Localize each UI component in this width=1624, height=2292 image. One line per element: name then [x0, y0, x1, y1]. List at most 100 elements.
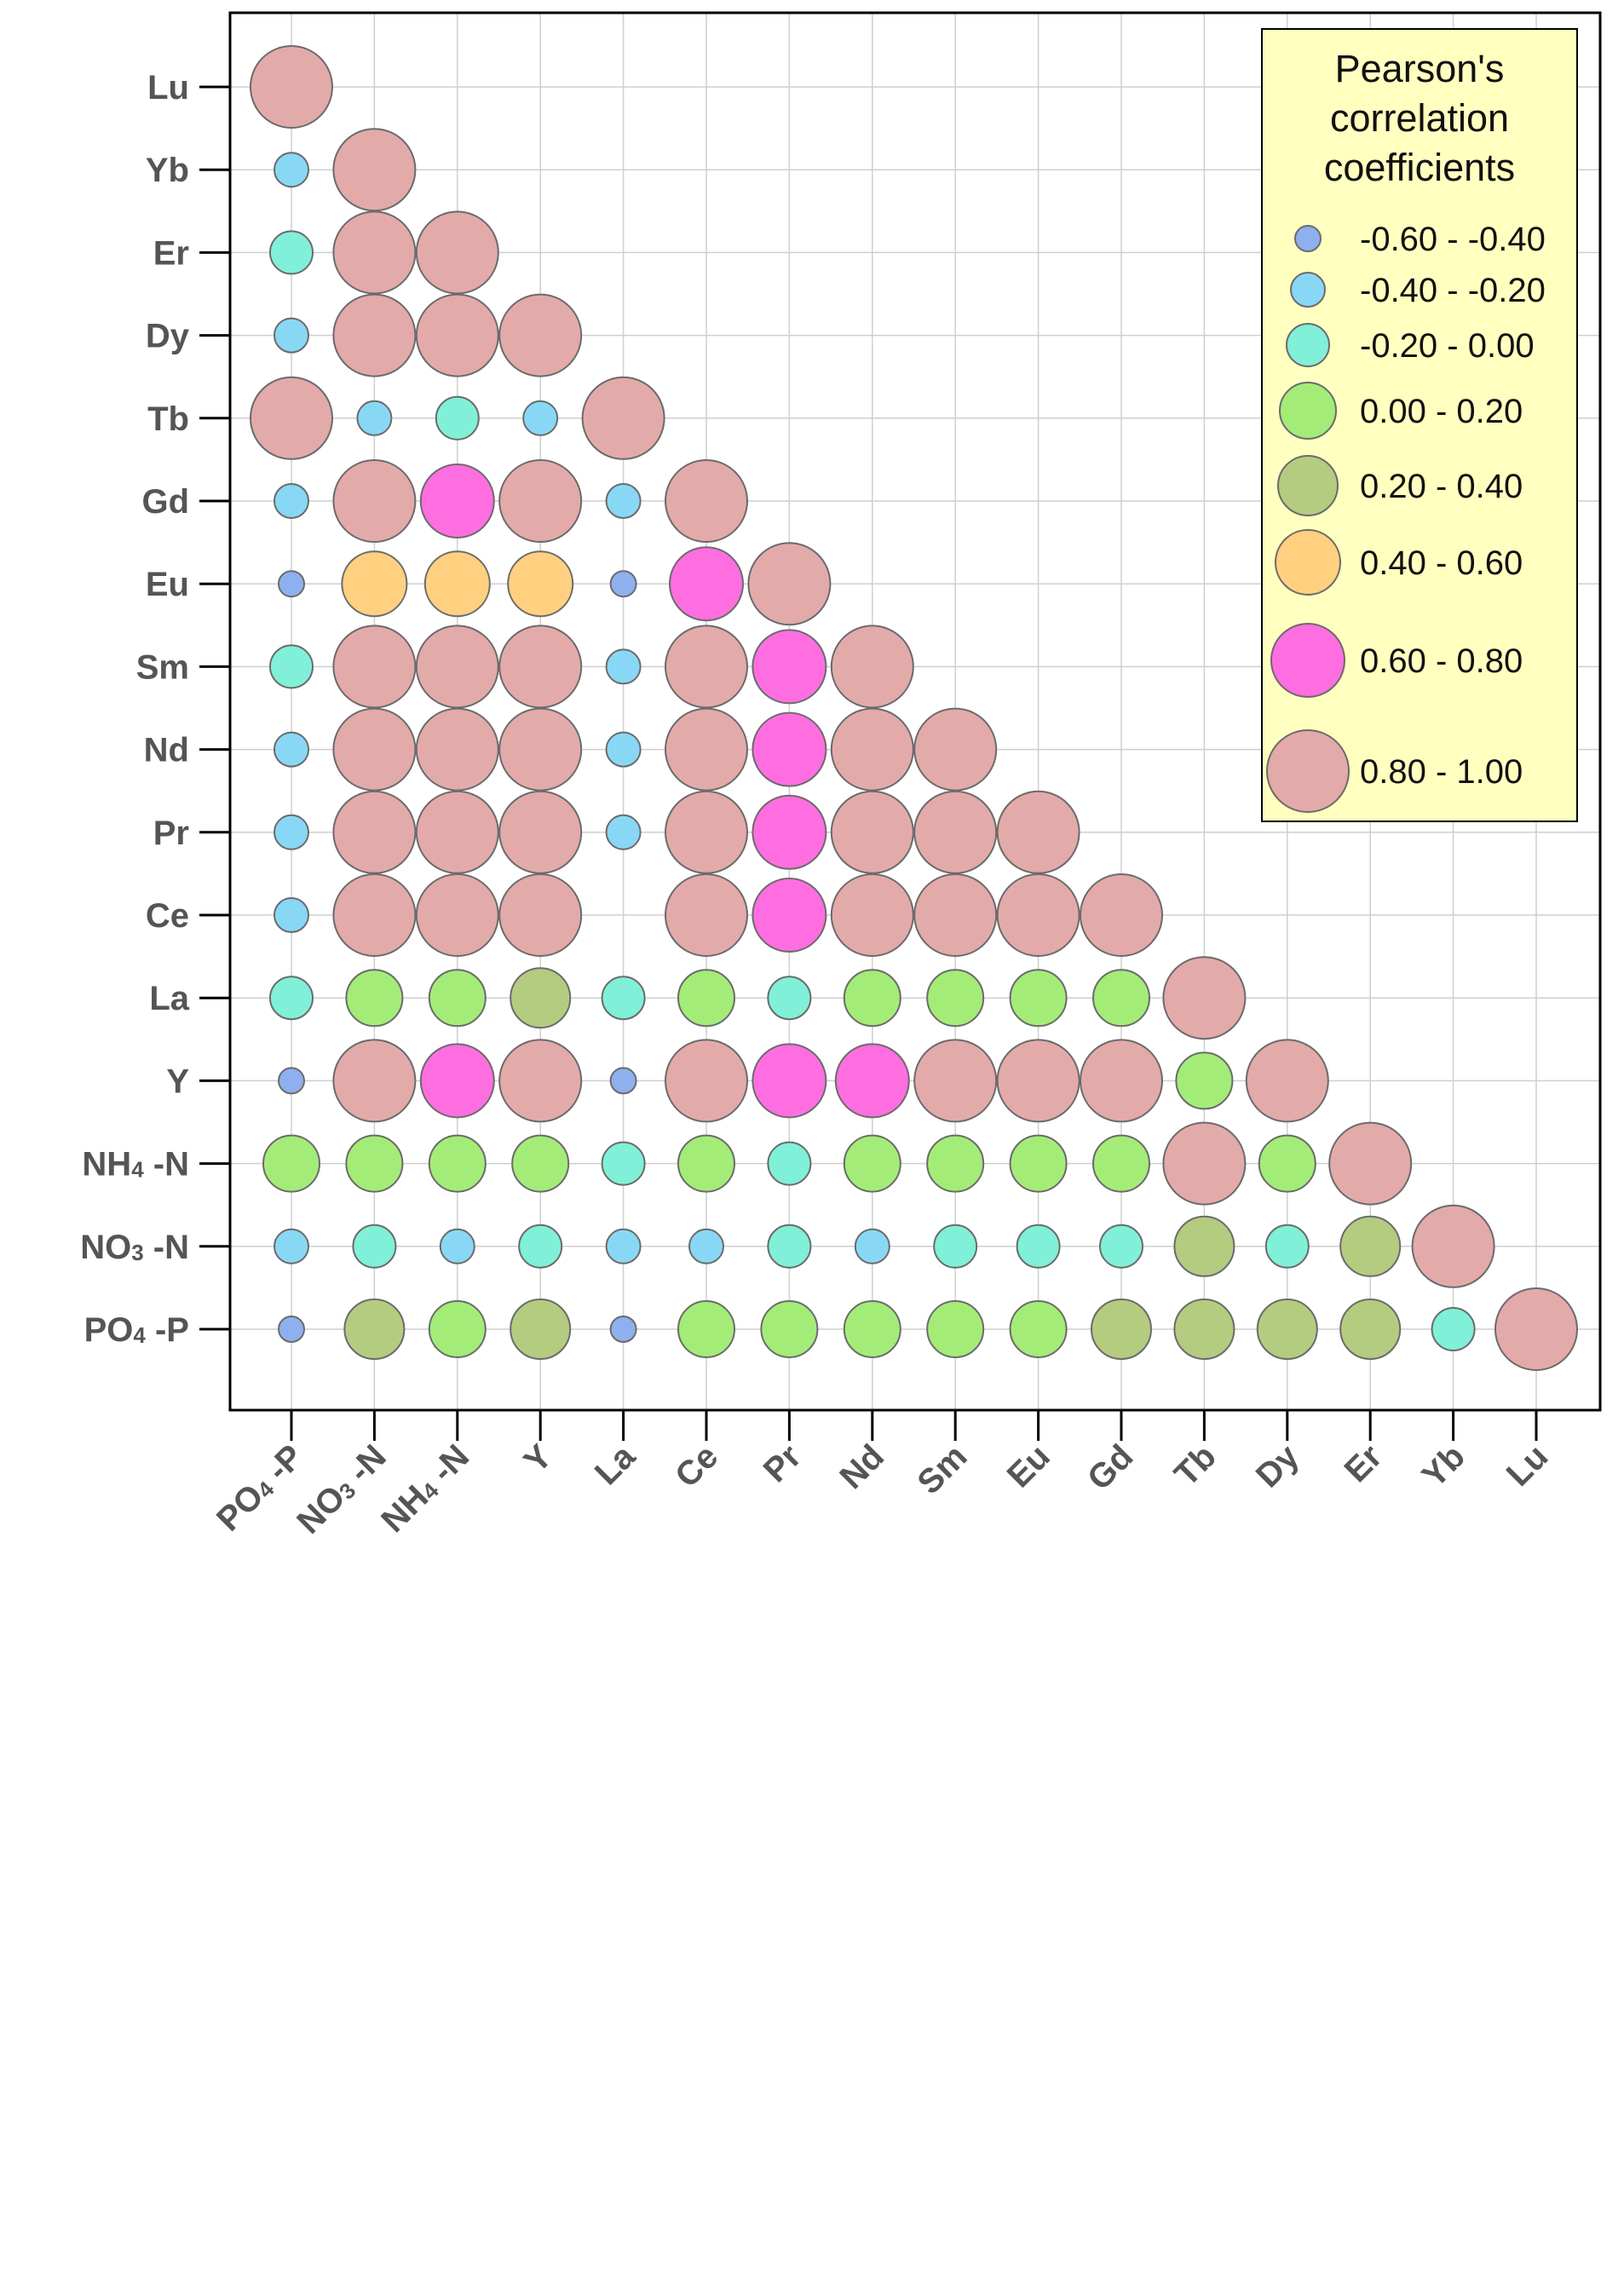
x-label-yb: Yb [1415, 1437, 1472, 1494]
legend-label-7: 0.80 - 1.00 [1360, 753, 1523, 791]
bubble-gd-nh4-n [419, 464, 495, 538]
bubble-po4-p-ce [677, 1300, 735, 1358]
bubble-la-eu [1009, 969, 1068, 1028]
legend-label-0: -0.60 - -0.40 [1360, 221, 1546, 258]
bubble-pr-nh4-n [415, 790, 499, 874]
bubble-eu-pr [747, 542, 832, 626]
bubbles [250, 45, 1578, 1371]
bubble-dy-nh4-n [415, 293, 499, 377]
bubble-ce-po4-p [274, 897, 309, 933]
x-label-po4-p: PO4 -P [210, 1437, 310, 1538]
bubble-po4-p-nh4-n [428, 1300, 487, 1358]
bubble-nh4-n-ce [677, 1134, 735, 1193]
bubble-nh4-n-la [601, 1141, 646, 1186]
bubble-tb-po4-p [250, 376, 333, 460]
bubble-po4-p-po4-p [278, 1316, 305, 1343]
bubble-no3-n-er [1339, 1215, 1402, 1277]
bubble-la-y [510, 967, 572, 1029]
bubble-gd-no3-n [332, 459, 417, 543]
bubble-y-no3-n [332, 1039, 417, 1123]
bubble-la-no3-n [345, 969, 404, 1028]
bubble-po4-p-no3-n [343, 1299, 406, 1360]
bubble-sm-nd [830, 625, 914, 709]
x-label-pr: Pr [757, 1437, 809, 1489]
y-label-eu: Eu [146, 566, 189, 603]
bubble-y-eu [996, 1039, 1080, 1123]
x-label-sm: Sm [910, 1437, 974, 1501]
bubble-y-la [609, 1067, 637, 1095]
y-axis-labels: Lu Yb Er Dy Tb Gd Eu Sm Nd Pr Ce La Y NH4 -N NO3 -N PO4… [80, 69, 190, 1349]
bubble-pr-no3-n [332, 790, 417, 874]
bubble-nh4-n-pr [767, 1141, 812, 1186]
bubble-no3-n-eu [1016, 1224, 1061, 1269]
bubble-po4-p-eu [1009, 1300, 1068, 1358]
bubble-eu-no3-n [341, 550, 408, 618]
x-label-no3-n: NO3 -N [290, 1437, 393, 1540]
bubble-tb-no3-n [356, 400, 393, 436]
y-label-tb: Tb [147, 400, 189, 438]
x-label-tb: Tb [1167, 1437, 1224, 1494]
bubble-nh4-n-sm [926, 1134, 985, 1193]
bubble-sm-y [498, 625, 583, 709]
y-label-po4-p: PO4 -P [84, 1311, 189, 1349]
plot-frame [228, 11, 1602, 1412]
axis-ticks [199, 85, 1538, 1441]
bubble-y-tb [1175, 1051, 1234, 1110]
bubble-sm-no3-n [332, 625, 417, 709]
bubble-no3-n-gd [1099, 1224, 1143, 1269]
bubble-la-po4-p [269, 976, 314, 1021]
legend-swatch-6 [1270, 623, 1345, 698]
legend-swatch-7 [1266, 729, 1350, 813]
legend-items: -0.60 - -0.40 -0.40 - -0.20 -0.20 - 0.00 0.… [1266, 221, 1546, 813]
bubble-nh4-n-nd [843, 1134, 901, 1193]
bubble-nh4-n-er [1328, 1121, 1413, 1206]
x-label-ce: Ce [668, 1437, 725, 1494]
bubble-nd-po4-p [274, 731, 309, 768]
bubble-no3-n-po4-p [274, 1228, 309, 1264]
bubble-pr-nd [830, 790, 914, 874]
bubble-y-y [498, 1039, 583, 1123]
bubble-gd-po4-p [274, 483, 309, 519]
bubble-no3-n-dy [1264, 1224, 1310, 1269]
bubble-nd-pr [752, 711, 827, 787]
bubble-dy-no3-n [332, 293, 417, 377]
bubble-eu-ce [669, 546, 744, 622]
bubble-y-nd [834, 1043, 910, 1119]
legend-label-2: -0.20 - 0.00 [1360, 327, 1535, 365]
bubble-no3-n-la [605, 1228, 642, 1264]
bubble-la-tb [1162, 956, 1247, 1040]
x-label-dy: Dy [1249, 1437, 1307, 1495]
bubble-nh4-n-gd [1092, 1134, 1150, 1193]
bubble-la-la [601, 976, 646, 1021]
bubble-ce-nd [830, 873, 914, 957]
bubble-nd-sm [913, 707, 998, 792]
legend-label-4: 0.20 - 0.40 [1360, 468, 1523, 505]
x-label-la: La [588, 1437, 643, 1493]
bubble-yb-po4-p [274, 152, 309, 188]
legend-swatch-3 [1279, 382, 1337, 440]
bubble-nh4-n-eu [1009, 1134, 1068, 1193]
bubble-po4-p-tb [1173, 1299, 1235, 1360]
bubble-no3-n-no3-n [352, 1224, 397, 1269]
bubble-y-ce [665, 1039, 748, 1123]
bubble-no3-n-pr [767, 1224, 812, 1269]
bubble-nd-no3-n [332, 707, 417, 792]
bubble-po4-p-gd [1091, 1299, 1152, 1360]
bubble-dy-y [498, 293, 583, 377]
bubble-dy-po4-p [274, 317, 309, 354]
bubble-no3-n-tb [1173, 1215, 1235, 1277]
bubble-nh4-n-dy [1258, 1134, 1316, 1193]
y-label-er: Er [153, 234, 189, 272]
bubble-pr-la [605, 814, 642, 850]
bubble-nh4-n-tb [1162, 1121, 1247, 1206]
x-label-nd: Nd [832, 1437, 891, 1496]
bubble-pr-pr [752, 794, 827, 870]
bubble-nd-nd [830, 707, 914, 792]
bubble-eu-la [609, 570, 637, 598]
legend-swatch-0 [1294, 225, 1322, 252]
y-label-no3-n: NO3 -N [80, 1229, 189, 1266]
legend-label-1: -0.40 - -0.20 [1360, 272, 1546, 309]
bubble-gd-ce [665, 459, 748, 543]
